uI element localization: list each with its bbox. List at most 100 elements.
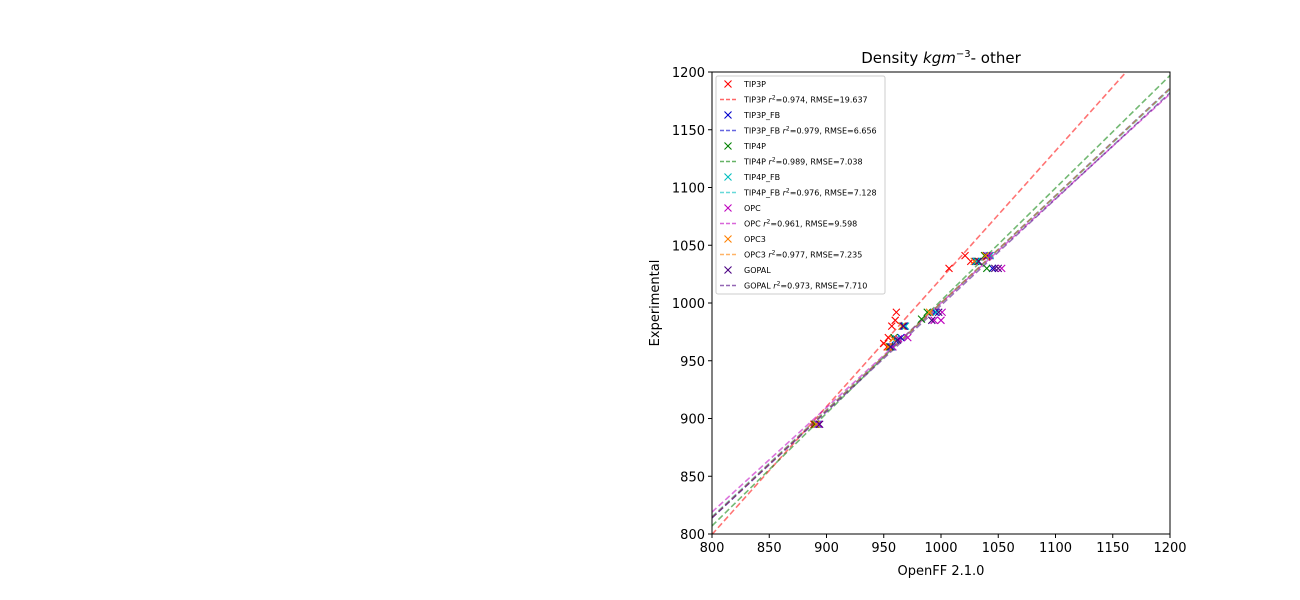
point-gopal: [934, 308, 943, 317]
point-tip4p: [923, 308, 932, 317]
legend-marker: [724, 111, 732, 119]
point-tip4p: [917, 315, 926, 324]
point-tip3p_fb: [982, 251, 991, 260]
y-axis-label: Experimental: [648, 260, 663, 347]
legend-label: TIP4P_FB: [743, 173, 780, 182]
point-gopal: [899, 322, 908, 330]
point-opc3: [925, 308, 934, 317]
x-tick-label: 900: [814, 541, 839, 556]
fit-line-tip4p: [712, 74, 1170, 527]
legend-entry-opc3: OPC3: [724, 235, 766, 244]
point-opc: [903, 333, 912, 342]
fit-lines: [712, 72, 1170, 534]
y-tick-label: 900: [680, 413, 705, 428]
y-tick-label: 800: [680, 528, 705, 543]
x-tick-label: 1050: [982, 541, 1015, 556]
legend-fit-entry-tip3p_fb: TIP3P_FB r2=0.979, RMSE=6.656: [720, 126, 877, 136]
y-tick-label: 1200: [672, 66, 705, 81]
chart-title-unit-exponent: −3: [956, 49, 971, 60]
fit-line-gopal: [712, 92, 1170, 519]
point-tip3p: [891, 316, 900, 325]
x-tick-label: 1100: [1039, 541, 1072, 556]
y-tick-label: 850: [680, 470, 705, 485]
point-tip3p: [945, 264, 953, 273]
point-gopal: [994, 264, 1003, 273]
point-tip4p_fb: [887, 343, 896, 351]
point-tip4p_fb: [972, 257, 981, 266]
legend-box: [715, 75, 886, 295]
point-gopal: [927, 316, 936, 325]
legend-fit-label: OPC3 r2=0.977, RMSE=7.235: [744, 250, 862, 260]
point-tip4p: [973, 257, 982, 266]
legend-fit-label: TIP4P r2=0.989, RMSE=7.038: [743, 157, 863, 167]
x-tick-label: 1150: [1096, 541, 1129, 556]
legend-fit-label: TIP3P_FB r2=0.979, RMSE=6.656: [743, 126, 877, 136]
fit-line-opc: [712, 93, 1170, 513]
point-tip4p_fb: [932, 308, 941, 317]
legend: TIP3P TIP3P r2=0.974, RMSE=19.637 TIP3P_FB…: [715, 75, 886, 295]
y-tick-label: 1050: [672, 239, 705, 254]
point-tip3p_fb: [931, 308, 940, 317]
x-axis-label: OpenFF 2.1.0: [898, 564, 985, 579]
legend-entry-tip4p_fb: TIP4P_FB: [724, 173, 780, 182]
point-gopal: [893, 336, 902, 344]
point-tip4p_fb: [901, 322, 910, 330]
point-opc3: [898, 322, 906, 330]
y-tick-label: 950: [680, 355, 705, 370]
legend-fit-entry-tip4p_fb: TIP4P_FB r2=0.976, RMSE=7.128: [720, 188, 877, 198]
point-gopal: [815, 420, 824, 429]
point-tip3p: [887, 322, 896, 330]
point-gopal: [990, 264, 999, 273]
chart-title: Density kgm−3- other: [861, 49, 1021, 67]
point-opc: [930, 316, 939, 325]
legend-label: TIP3P_FB: [743, 111, 780, 120]
x-tick-label: 800: [700, 541, 725, 556]
chart-title-unit: kgm: [923, 49, 956, 67]
legend-fit-entry-tip3p: TIP3P r2=0.974, RMSE=19.637: [720, 95, 868, 105]
point-tip3p: [884, 333, 893, 342]
chart-title-main: Density: [861, 49, 923, 67]
y-tick-label: 1000: [672, 297, 705, 312]
point-tip3p_fb: [897, 333, 905, 342]
point-tip4p_fb: [813, 420, 822, 429]
legend-label: OPC3: [744, 235, 766, 244]
point-opc3: [884, 343, 893, 351]
point-opc3: [812, 420, 821, 429]
legend-marker: [724, 173, 732, 181]
legend-fit-entry-gopal: GOPAL r2=0.973, RMSE=7.710: [720, 281, 867, 291]
x-tick-label: 850: [757, 541, 782, 556]
legend-fit-label: TIP3P r2=0.974, RMSE=19.637: [743, 95, 868, 105]
y-tick-label: 1100: [672, 182, 705, 197]
legend-fit-entry-opc3: OPC3 r2=0.977, RMSE=7.235: [720, 250, 862, 260]
point-gopal: [974, 257, 983, 266]
legend-marker: [724, 142, 732, 150]
legend-entry-tip4p: TIP4P: [724, 142, 766, 151]
point-tip4p: [982, 264, 991, 273]
y-tick-label: 1150: [672, 124, 705, 139]
point-tip3p: [879, 339, 888, 348]
legend-entry-tip3p_fb: TIP3P_FB: [724, 111, 780, 120]
point-tip3p_fb: [988, 264, 997, 273]
point-opc: [937, 316, 945, 325]
x-tick-label: 1200: [1153, 541, 1186, 556]
x-tick-label: 950: [871, 541, 896, 556]
legend-entry-tip3p: TIP3P: [724, 80, 766, 89]
point-opc: [997, 264, 1006, 273]
point-opc: [985, 251, 993, 260]
legend-marker: [724, 266, 732, 274]
legend-fit-label: OPC r2=0.961, RMSE=9.598: [744, 219, 857, 229]
point-opc: [814, 420, 823, 429]
chart-title-suffix: - other: [971, 49, 1022, 67]
legend-fit-entry-opc: OPC r2=0.961, RMSE=9.598: [720, 219, 857, 229]
legend-marker: [724, 80, 732, 88]
data-points: [810, 251, 1006, 429]
legend-label: TIP4P: [743, 142, 766, 151]
point-opc: [938, 308, 947, 317]
legend-fit-label: GOPAL r2=0.973, RMSE=7.710: [744, 281, 867, 291]
legend-label: GOPAL: [744, 266, 771, 275]
point-opc3: [981, 251, 990, 260]
legend-fit-entry-tip4p: TIP4P r2=0.989, RMSE=7.038: [720, 157, 863, 167]
point-tip3p_fb: [971, 257, 980, 266]
point-opc3: [889, 334, 897, 343]
